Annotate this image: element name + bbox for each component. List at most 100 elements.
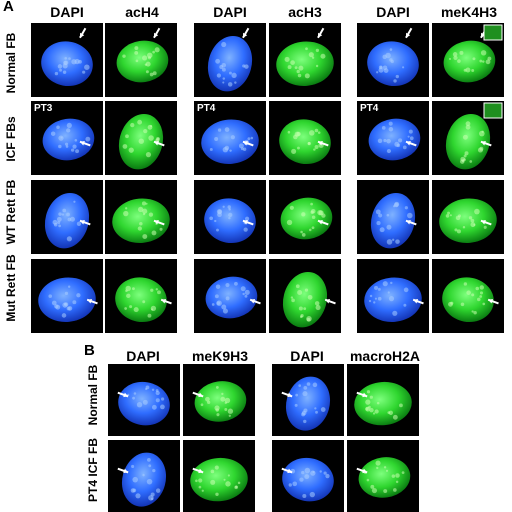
panel-b-col-header-dapi-1: DAPI <box>126 348 160 364</box>
micrograph-a-r2-c3: PT4 <box>194 101 266 175</box>
panel-a-letter: A <box>3 0 14 15</box>
nucleus-stain <box>282 271 328 328</box>
micrograph-a-r4-c2 <box>105 259 177 333</box>
arrowhead-icon <box>405 219 411 225</box>
nucleus-dapi <box>368 118 421 161</box>
arrowhead-icon <box>413 298 419 304</box>
arrowhead-icon <box>198 392 204 398</box>
nucleus-stain <box>439 198 497 243</box>
micrograph-a-r3-c6 <box>432 180 504 254</box>
nucleus-dapi <box>207 35 253 92</box>
panel-a-row-label-wt-rett-fb: WT Rett FB <box>4 179 18 245</box>
nucleus-dapi <box>42 118 95 161</box>
arrowhead-icon <box>79 140 85 146</box>
panel-a-col-header-ach4: acH4 <box>125 4 159 20</box>
arrowhead-icon <box>480 140 486 146</box>
panel-a-col-header-mek4h3: meK4H3 <box>440 4 498 20</box>
micrograph-a-r2-c6 <box>432 101 504 175</box>
arrowhead-icon <box>79 32 85 38</box>
micrograph-a-r4-c1 <box>31 259 103 333</box>
arrowhead-icon <box>153 32 159 38</box>
micrograph-b-r1-c1 <box>108 364 180 436</box>
micrograph-b-r2-c1 <box>108 440 180 512</box>
patient-label: PT4 <box>197 103 216 114</box>
patient-label: PT3 <box>34 103 53 114</box>
nucleus-dapi <box>282 457 334 502</box>
micrograph-b-r1-c3 <box>272 364 344 436</box>
micrograph-a-r3-c3 <box>194 180 266 254</box>
nucleus-stain <box>358 457 411 498</box>
micrograph-a-r1-c2 <box>105 23 177 97</box>
micrograph-a-r1-c3 <box>194 23 266 97</box>
micrograph-b-r1-c4 <box>347 364 419 436</box>
micrograph-a-r2-c4 <box>269 101 341 175</box>
micrograph-a-r1-c1 <box>31 23 103 97</box>
nucleus-stain <box>112 198 170 243</box>
nucleus-dapi <box>38 277 96 322</box>
nucleus-dapi <box>44 192 90 249</box>
nucleus-stain <box>280 197 333 240</box>
zoom-inset <box>483 24 503 41</box>
panel-a-row-label-normal-fb: Normal FB <box>4 32 18 94</box>
arrowhead-icon <box>161 298 167 304</box>
micrograph-a-r3-c2 <box>105 180 177 254</box>
panel-b-letter: B <box>84 342 95 359</box>
arrowhead-icon <box>362 392 368 398</box>
arrowhead-icon <box>325 298 331 304</box>
panel-a-row-label-mut-rett-fb: Mut Rett FB <box>4 254 18 322</box>
micrograph-a-r4-c4 <box>269 259 341 333</box>
micrograph-a-r2-c5: PT4 <box>357 101 429 175</box>
panel-a-col-header-ach3: acH3 <box>288 4 322 20</box>
nucleus-stain <box>279 119 331 165</box>
micrograph-a-r2-c2 <box>105 101 177 175</box>
arrowhead-icon <box>153 140 159 146</box>
micrograph-b-r2-c4 <box>347 440 419 512</box>
arrowhead-icon <box>480 219 486 225</box>
arrowhead-icon <box>87 298 93 304</box>
micrograph-a-r2-c1: PT3 <box>31 101 103 175</box>
arrowhead-icon <box>242 219 248 225</box>
arrowhead-icon <box>317 219 323 225</box>
micrograph-a-r1-c6 <box>432 23 504 97</box>
arrowhead-icon <box>488 298 494 304</box>
panel-a-col-header-dapi-3: DAPI <box>376 4 410 20</box>
nucleus-dapi <box>285 376 331 431</box>
panel-b-row-label-normal-fb: Normal FB <box>86 364 100 426</box>
micrograph-a-r4-c3 <box>194 259 266 333</box>
arrowhead-icon <box>242 32 248 38</box>
arrowhead-icon <box>250 298 256 304</box>
micrograph-a-r3-c4 <box>269 180 341 254</box>
micrograph-b-r2-c2 <box>183 440 255 512</box>
arrowhead-icon <box>405 140 411 146</box>
nucleus-dapi <box>370 192 416 249</box>
arrowhead-icon <box>287 468 293 474</box>
micrograph-a-r4-c5 <box>357 259 429 333</box>
panel-a-col-header-dapi-1: DAPI <box>50 4 84 20</box>
micrograph-a-r3-c5 <box>357 180 429 254</box>
panel-b-row-label-pt4-icf-fb: PT4 ICF FB <box>86 438 100 503</box>
micrograph-a-r1-c4 <box>269 23 341 97</box>
panel-b-col-header-macroh2a: macroH2A <box>349 348 421 364</box>
nucleus-stain <box>276 41 334 86</box>
micrograph-a-r3-c1 <box>31 180 103 254</box>
arrowhead-icon <box>287 392 293 398</box>
nucleus-dapi <box>121 452 167 507</box>
micrograph-a-r4-c6 <box>432 259 504 333</box>
panel-a-col-header-dapi-2: DAPI <box>213 4 247 20</box>
nucleus-stain <box>116 40 169 83</box>
nucleus-dapi <box>367 41 419 87</box>
nucleus-stain <box>190 457 248 502</box>
patient-label: PT4 <box>360 103 379 114</box>
zoom-inset <box>483 102 503 119</box>
nucleus-dapi <box>201 119 259 164</box>
nucleus-dapi <box>205 276 258 319</box>
arrowhead-icon <box>198 468 204 474</box>
micrograph-a-r1-c5 <box>357 23 429 97</box>
nucleus-dapi <box>204 198 256 244</box>
arrowhead-icon <box>153 219 159 225</box>
arrowhead-icon <box>242 140 248 146</box>
nucleus-stain <box>445 113 491 170</box>
arrowhead-icon <box>405 32 411 38</box>
arrowhead-icon <box>79 219 85 225</box>
micrograph-b-r2-c3 <box>272 440 344 512</box>
